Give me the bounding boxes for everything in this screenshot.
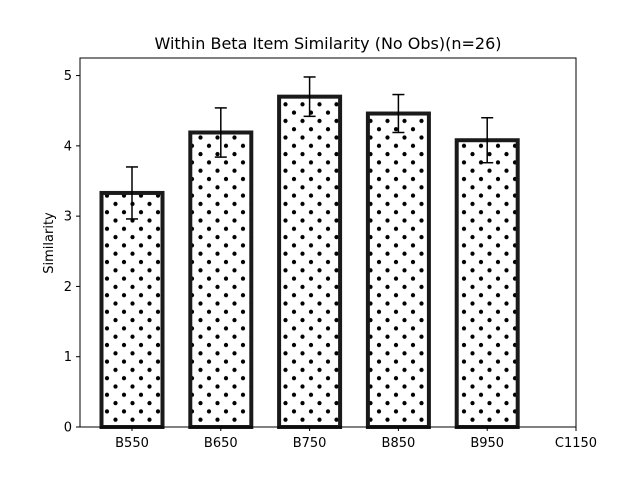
bar-b650 [188, 130, 254, 429]
y-tick-label-5: 5 [64, 69, 72, 84]
y-tick-label-2: 2 [64, 280, 72, 295]
bar-b950 [454, 138, 520, 429]
x-axis: B550 B650 B750 B850 B950 C1150 [115, 427, 597, 451]
y-tick-label-3: 3 [64, 210, 72, 225]
y-tick-label-0: 0 [64, 421, 72, 436]
y-axis: 0 1 2 3 4 5 [64, 69, 80, 436]
chart-title: Within Beta Item Similarity (No Obs)(n=2… [154, 34, 501, 53]
x-tick-label-b850: B850 [382, 436, 416, 451]
x-tick-label-b550: B550 [115, 436, 149, 451]
plot-frame [79, 57, 577, 428]
x-tick-label-b750: B750 [293, 436, 327, 451]
error-bars-group [126, 76, 494, 220]
x-tick-label-c1150: C1150 [555, 436, 597, 451]
y-axis-label: Similarity [42, 212, 57, 274]
bar-b550 [99, 190, 165, 429]
y-tick-label-4: 4 [64, 139, 72, 154]
x-tick-label-b950: B950 [470, 436, 504, 451]
bars-group [99, 94, 520, 430]
bar-b750 [277, 94, 343, 430]
y-tick-label-1: 1 [64, 350, 72, 365]
bar-b850 [365, 111, 431, 429]
x-tick-label-b650: B650 [204, 436, 238, 451]
